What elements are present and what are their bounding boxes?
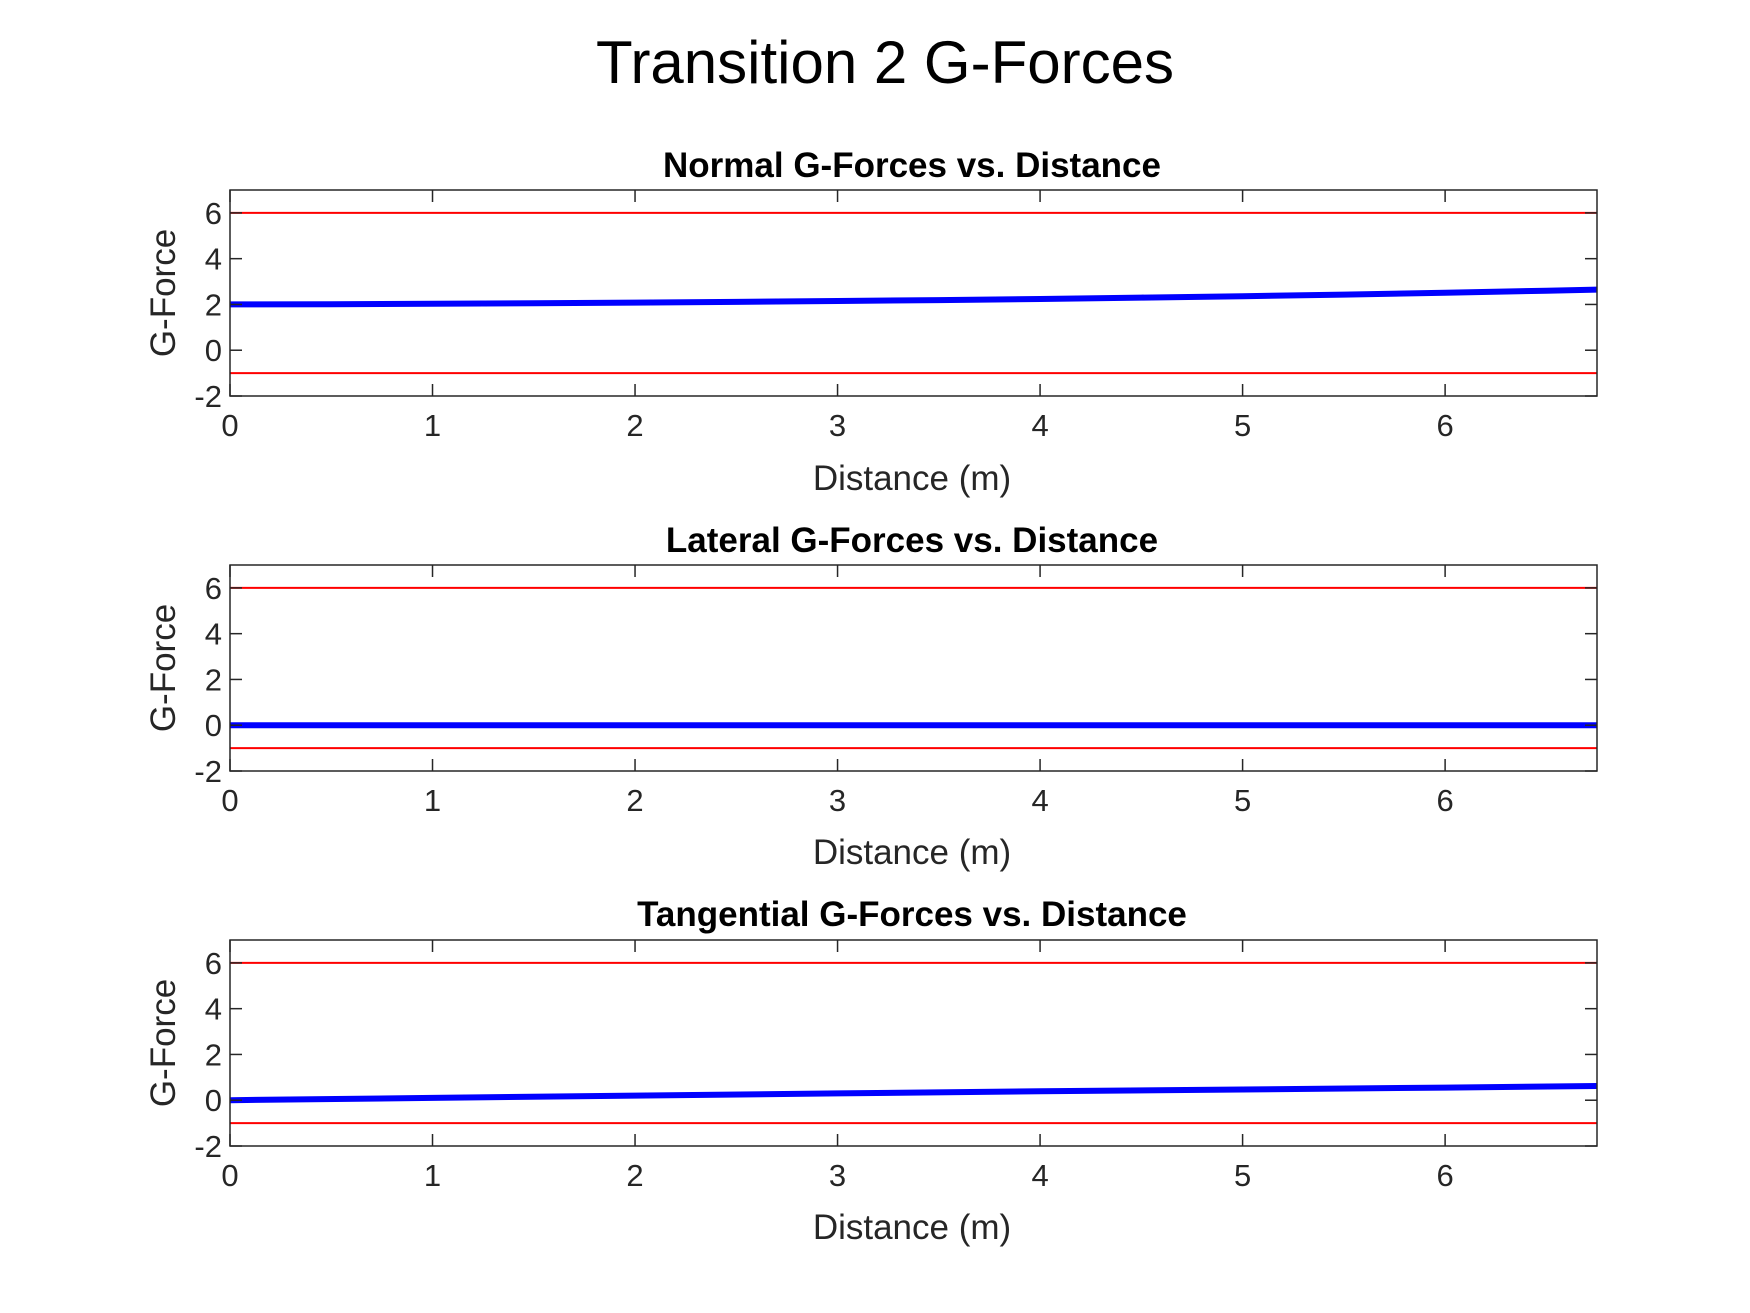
x-tick-label: 0 [221, 408, 238, 443]
y-tick-label: -2 [194, 754, 222, 789]
x-tick-label: 3 [829, 408, 846, 443]
axes-box [229, 564, 1598, 772]
lateral-gforce-subplot: Lateral G-Forces vs. Distance Distance (… [144, 521, 1598, 872]
subplot-title: Normal G-Forces vs. Distance [663, 146, 1161, 185]
data-series-line [230, 1083, 1597, 1104]
y-tick-label: 6 [205, 946, 222, 981]
tangential-gforce-subplot: Tangential G-Forces vs. Distance Distanc… [144, 895, 1598, 1247]
y-tick-label: -2 [194, 379, 222, 414]
y-tick-label: 4 [205, 242, 222, 277]
y-axis-label: G-Force [144, 229, 183, 357]
x-tick-label: 2 [626, 1158, 643, 1193]
x-tick-label: 1 [424, 408, 441, 443]
x-axis-label: Distance (m) [813, 459, 1011, 498]
y-tick-label: 2 [205, 662, 222, 697]
y-tick-label: 2 [205, 1037, 222, 1072]
x-axis-label: Distance (m) [813, 833, 1011, 872]
x-tick-label: 4 [1031, 408, 1048, 443]
data-series-line [230, 286, 1597, 308]
x-tick-label: 5 [1234, 1158, 1251, 1193]
figure-title: Transition 2 G-Forces [596, 29, 1174, 96]
y-tick-label: 6 [205, 196, 222, 231]
x-tick-label: 3 [829, 783, 846, 818]
x-tick-label: 0 [221, 1158, 238, 1193]
y-axis-label: G-Force [144, 604, 183, 732]
y-tick-label: 4 [205, 992, 222, 1027]
subplot-title: Lateral G-Forces vs. Distance [666, 521, 1158, 560]
x-tick-label: 2 [626, 408, 643, 443]
x-tick-label: 6 [1436, 1158, 1453, 1193]
y-tick-label: 2 [205, 287, 222, 322]
subplot-title: Tangential G-Forces vs. Distance [637, 895, 1187, 934]
y-tick-label: 0 [205, 333, 222, 368]
x-tick-label: 4 [1031, 783, 1048, 818]
x-tick-label: 2 [626, 783, 643, 818]
x-tick-label: 1 [424, 783, 441, 818]
axes-box [229, 939, 1598, 1147]
x-tick-label: 6 [1436, 408, 1453, 443]
normal-gforce-subplot: Normal G-Forces vs. Distance Distance (m… [144, 146, 1598, 498]
x-tick-label: 6 [1436, 783, 1453, 818]
y-tick-label: 6 [205, 571, 222, 606]
y-axis-label: G-Force [144, 979, 183, 1107]
x-tick-label: 4 [1031, 1158, 1048, 1193]
y-tick-label: 0 [205, 1083, 222, 1118]
x-tick-label: 1 [424, 1158, 441, 1193]
y-tick-label: 0 [205, 708, 222, 743]
x-tick-label: 3 [829, 1158, 846, 1193]
axes-box [229, 189, 1598, 397]
x-tick-label: 5 [1234, 408, 1251, 443]
x-tick-label: 0 [221, 783, 238, 818]
y-tick-label: -2 [194, 1129, 222, 1164]
x-axis-label: Distance (m) [813, 1208, 1011, 1247]
x-tick-label: 5 [1234, 783, 1251, 818]
y-tick-label: 4 [205, 617, 222, 652]
